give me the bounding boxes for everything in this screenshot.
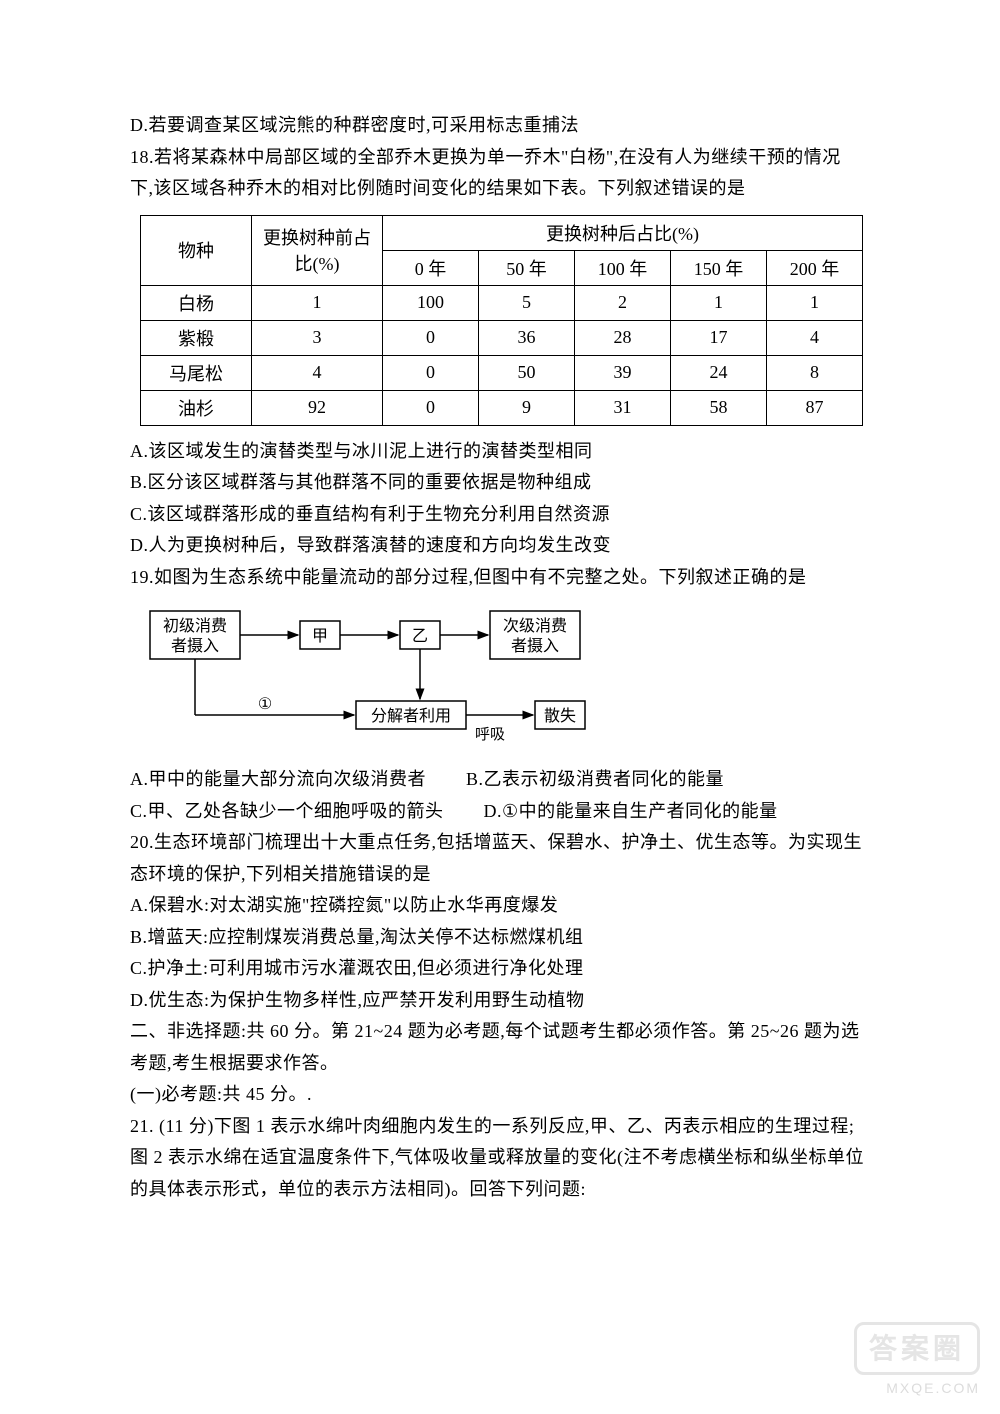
q21-line1: 21. (11 分)下图 1 表示水绵叶肉细胞内发生的一系列反应,甲、乙、丙表示… xyxy=(130,1111,870,1143)
watermark-url: MXQE.COM xyxy=(886,1380,980,1396)
section2-line1: 二、非选择题:共 60 分。第 21~24 题为必考题,每个试题考生都必须作答。… xyxy=(130,1016,870,1048)
q20-stem-line1: 20.生态环境部门梳理出十大重点任务,包括增蓝天、保碧水、护净土、优生态等。为实… xyxy=(130,827,870,859)
node-huxi: 呼吸 xyxy=(475,726,505,743)
q20-option-d: D.优生态:为保护生物多样性,应严禁开发利用野生动植物 xyxy=(130,985,870,1017)
table-row: 油杉 92 0 9 31 58 87 xyxy=(141,390,863,425)
node-sanshi: 散失 xyxy=(544,707,576,725)
cell-species: 油杉 xyxy=(141,390,252,425)
node-decomposer: 分解者利用 xyxy=(371,707,451,725)
cell-val: 39 xyxy=(575,355,671,390)
q19-option-d: D.①中的能量来自生产者同化的能量 xyxy=(484,796,778,828)
cell-val: 17 xyxy=(671,320,767,355)
cell-val: 5 xyxy=(479,285,575,320)
th-year: 50 年 xyxy=(479,250,575,285)
table-row: 白杨 1 100 5 2 1 1 xyxy=(141,285,863,320)
th-species: 物种 xyxy=(141,215,252,285)
cell-val: 31 xyxy=(575,390,671,425)
cell-val: 1 xyxy=(767,285,863,320)
cell-val: 24 xyxy=(671,355,767,390)
cell-species: 马尾松 xyxy=(141,355,252,390)
watermark: 答案圈 MXQE.COM xyxy=(854,1322,980,1399)
q20-option-c: C.护净土:可利用城市污水灌溉农田,但必须进行净化处理 xyxy=(130,953,870,985)
cell-val: 9 xyxy=(479,390,575,425)
node-primary-l2: 者摄入 xyxy=(171,637,219,655)
th-year: 100 年 xyxy=(575,250,671,285)
q18-option-d: D.人为更换树种后，导致群落演替的速度和方向均发生改变 xyxy=(130,530,870,562)
q19-option-a: A.甲中的能量大部分流向次级消费者 xyxy=(130,764,426,796)
th-year: 150 年 xyxy=(671,250,767,285)
q18-option-a: A.该区域发生的演替类型与冰川泥上进行的演替类型相同 xyxy=(130,436,870,468)
th-post: 更换树种后占比(%) xyxy=(383,215,863,250)
species-table: 物种 更换树种前占比(%) 更换树种后占比(%) 0 年 50 年 100 年 … xyxy=(140,215,863,426)
q20-option-a: A.保碧水:对太湖实施"控磷控氮"以防止水华再度爆发 xyxy=(130,890,870,922)
cell-val: 87 xyxy=(767,390,863,425)
th-year: 0 年 xyxy=(383,250,479,285)
q20-stem-line2: 态环境的保护,下列相关措施错误的是 xyxy=(130,859,870,891)
cell-val: 50 xyxy=(479,355,575,390)
q17-option-d: D.若要调查某区域浣熊的种群密度时,可采用标志重捕法 xyxy=(130,110,870,142)
cell-species: 白杨 xyxy=(141,285,252,320)
cell-val: 8 xyxy=(767,355,863,390)
q18-option-c: C.该区域群落形成的垂直结构有利于生物充分利用自然资源 xyxy=(130,499,870,531)
q18-option-b: B.区分该区域群落与其他群落不同的重要依据是物种组成 xyxy=(130,467,870,499)
cell-pre: 4 xyxy=(252,355,383,390)
cell-species: 紫椴 xyxy=(141,320,252,355)
cell-val: 1 xyxy=(671,285,767,320)
th-pre: 更换树种前占比(%) xyxy=(252,215,383,285)
q19-stem: 19.如图为生态系统中能量流动的部分过程,但图中有不完整之处。下列叙述正确的是 xyxy=(130,562,870,594)
cell-pre: 92 xyxy=(252,390,383,425)
table-header-row: 物种 更换树种前占比(%) 更换树种后占比(%) xyxy=(141,215,863,250)
q18-table: 物种 更换树种前占比(%) 更换树种后占比(%) 0 年 50 年 100 年 … xyxy=(140,215,870,426)
q20-option-b: B.增蓝天:应控制煤炭消费总量,淘汰关停不达标燃煤机组 xyxy=(130,922,870,954)
q19-option-c: C.甲、乙处各缺少一个细胞呼吸的箭头 xyxy=(130,796,444,828)
q19-options-row1: A.甲中的能量大部分流向次级消费者 B.乙表示初级消费者同化的能量 xyxy=(130,764,870,796)
node-secondary-l2: 者摄入 xyxy=(511,637,559,655)
node-secondary-l1: 次级消费 xyxy=(503,617,567,635)
cell-val: 100 xyxy=(383,285,479,320)
energy-flow-svg: 初级消费 者摄入 甲 乙 次级消费 者摄入 分解者利用 散失 ① 呼吸 xyxy=(140,601,600,751)
node-circle1: ① xyxy=(258,696,272,713)
section2-line2: 考题,考生根据要求作答。 xyxy=(130,1048,870,1080)
node-jia: 甲 xyxy=(312,628,328,645)
node-primary-l1: 初级消费 xyxy=(163,617,227,635)
q19-options-row2: C.甲、乙处各缺少一个细胞呼吸的箭头 D.①中的能量来自生产者同化的能量 xyxy=(130,796,870,828)
cell-val: 4 xyxy=(767,320,863,355)
cell-val: 0 xyxy=(383,320,479,355)
cell-val: 36 xyxy=(479,320,575,355)
node-yi: 乙 xyxy=(412,628,428,645)
q21-line2: 图 2 表示水绵在适宜温度条件下,气体吸收量或释放量的变化(注不考虑横坐标和纵坐… xyxy=(130,1142,870,1174)
cell-val: 0 xyxy=(383,390,479,425)
cell-val: 58 xyxy=(671,390,767,425)
q19-diagram: 初级消费 者摄入 甲 乙 次级消费 者摄入 分解者利用 散失 ① 呼吸 xyxy=(140,601,870,756)
cell-val: 28 xyxy=(575,320,671,355)
table-row: 紫椴 3 0 36 28 17 4 xyxy=(141,320,863,355)
watermark-badge: 答案圈 xyxy=(854,1322,980,1375)
q18-stem-line2: 下,该区域各种乔木的相对比例随时间变化的结果如下表。下列叙述错误的是 xyxy=(130,173,870,205)
cell-pre: 1 xyxy=(252,285,383,320)
q18-stem-line1: 18.若将某森林中局部区域的全部乔木更换为单一乔木"白杨",在没有人为继续干预的… xyxy=(130,142,870,174)
cell-pre: 3 xyxy=(252,320,383,355)
cell-val: 0 xyxy=(383,355,479,390)
th-year: 200 年 xyxy=(767,250,863,285)
q21-line3: 的具体表示形式，单位的表示方法相同)。回答下列问题: xyxy=(130,1174,870,1206)
table-row: 马尾松 4 0 50 39 24 8 xyxy=(141,355,863,390)
section2-line3: (一)必考题:共 45 分。. xyxy=(130,1079,870,1111)
page: D.若要调查某区域浣熊的种群密度时,可采用标志重捕法 18.若将某森林中局部区域… xyxy=(0,0,1000,1414)
q19-option-b: B.乙表示初级消费者同化的能量 xyxy=(466,764,724,796)
cell-val: 2 xyxy=(575,285,671,320)
